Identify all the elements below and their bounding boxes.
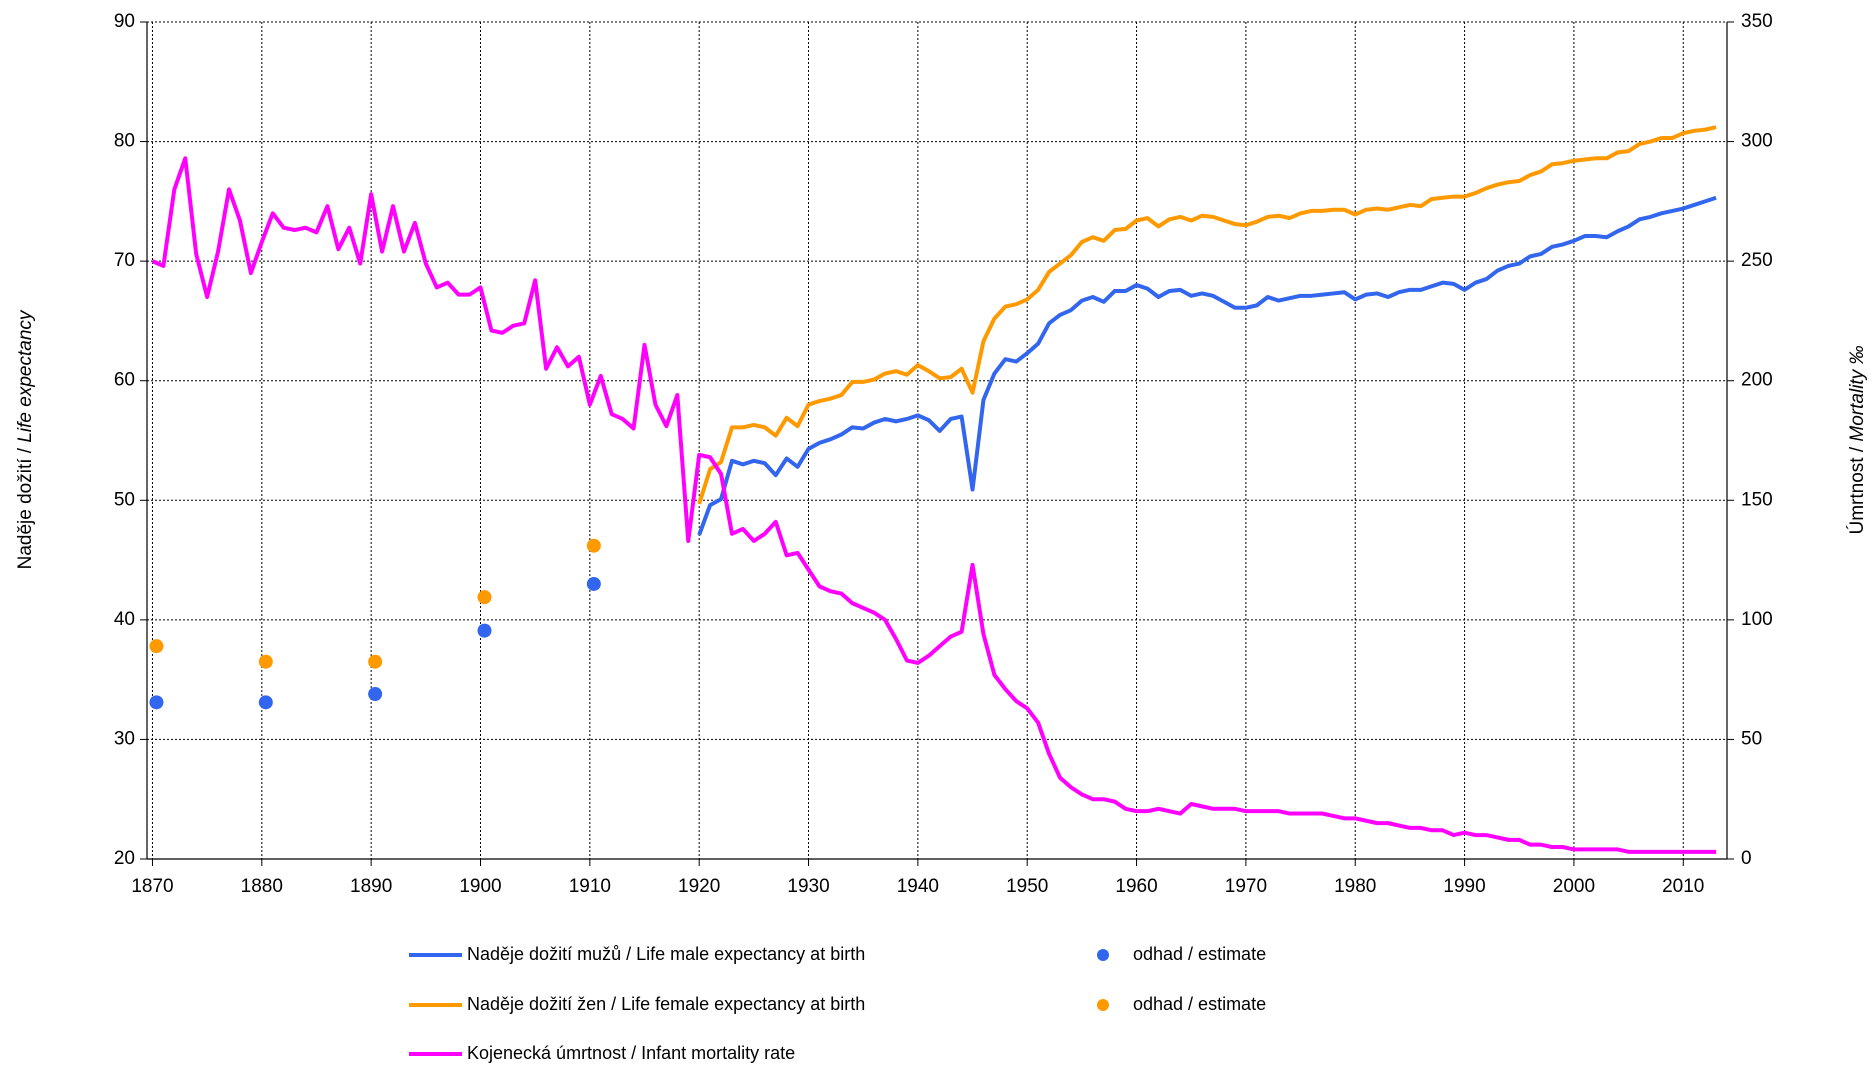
y-tick-label: 50: [114, 489, 135, 510]
legend-label: Kojenecká úmrtnost / Infant mortality ra…: [467, 1043, 795, 1063]
y2-axis-title: Úmrtnost / Mortality ‰: [1846, 346, 1868, 535]
estimate-point: [368, 654, 383, 669]
estimate-point: [368, 686, 383, 701]
x-tick-label: 1970: [1225, 876, 1267, 897]
y2-tick-label: 250: [1741, 250, 1773, 271]
y-axis-title-en: Life expectancy: [15, 309, 36, 443]
x-tick-label: 1890: [350, 876, 392, 897]
x-tick-label: 1960: [1115, 876, 1157, 897]
series-line: [697, 125, 1717, 505]
estimate-point: [149, 639, 164, 654]
y-tick-label: 60: [114, 370, 135, 391]
x-tick-label: 1920: [678, 876, 720, 897]
estimate-point: [586, 538, 601, 553]
y2-tick-label: 100: [1741, 609, 1773, 630]
y-tick-label: 80: [114, 131, 135, 152]
y-tick-label: 20: [114, 848, 135, 869]
y2-tick-label: 200: [1741, 370, 1773, 391]
series-line: [697, 195, 1717, 536]
x-tick-label: 1880: [241, 876, 283, 897]
y2-tick-label: 50: [1741, 728, 1762, 749]
x-tick-label: 1900: [459, 876, 501, 897]
estimate-point: [477, 623, 492, 638]
legend-label: Naděje dožití mužů / Life male expectanc…: [467, 944, 865, 964]
x-tick-label: 1990: [1443, 876, 1485, 897]
y2-axis-title-main: Úmrtnost /: [1846, 442, 1868, 535]
y2-axis-title-en: Mortality ‰: [1847, 346, 1868, 442]
y-tick-label: 90: [114, 11, 135, 32]
estimate-point: [477, 590, 492, 605]
x-tick-label: 2010: [1662, 876, 1704, 897]
y-tick-label: 70: [114, 250, 135, 271]
legend-label: odhad / estimate: [1133, 944, 1266, 964]
y2-tick-label: 150: [1741, 489, 1773, 510]
x-tick-label: 1980: [1334, 876, 1376, 897]
estimate-point: [586, 576, 601, 591]
y-tick-label: 30: [114, 728, 135, 749]
x-tick-label: 1870: [131, 876, 173, 897]
x-tick-label: 1950: [1006, 876, 1048, 897]
legend-label: Naděje dožití žen / Life female expectan…: [467, 994, 865, 1014]
legend-marker: [1097, 949, 1109, 961]
legend-marker: [1097, 999, 1109, 1011]
series-line: [151, 156, 1717, 854]
x-tick-label: 1930: [787, 876, 829, 897]
y-axis-title-main: Naděje dožití /: [15, 443, 36, 570]
legend-label: odhad / estimate: [1133, 994, 1266, 1014]
y-tick-label: 40: [114, 609, 135, 630]
estimate-point: [149, 695, 164, 710]
y2-tick-label: 0: [1741, 848, 1752, 869]
legend: Naděje dožití mužů / Life male expectanc…: [409, 944, 1266, 1063]
estimate-point: [258, 654, 273, 669]
x-tick-label: 1940: [897, 876, 939, 897]
y-axis-title: Naděje dožití / Life expectancy: [15, 309, 36, 569]
x-tick-label: 2000: [1553, 876, 1595, 897]
x-tick-label: 1910: [569, 876, 611, 897]
y2-tick-label: 350: [1741, 11, 1773, 32]
estimate-point: [258, 695, 273, 710]
y2-tick-label: 300: [1741, 131, 1773, 152]
